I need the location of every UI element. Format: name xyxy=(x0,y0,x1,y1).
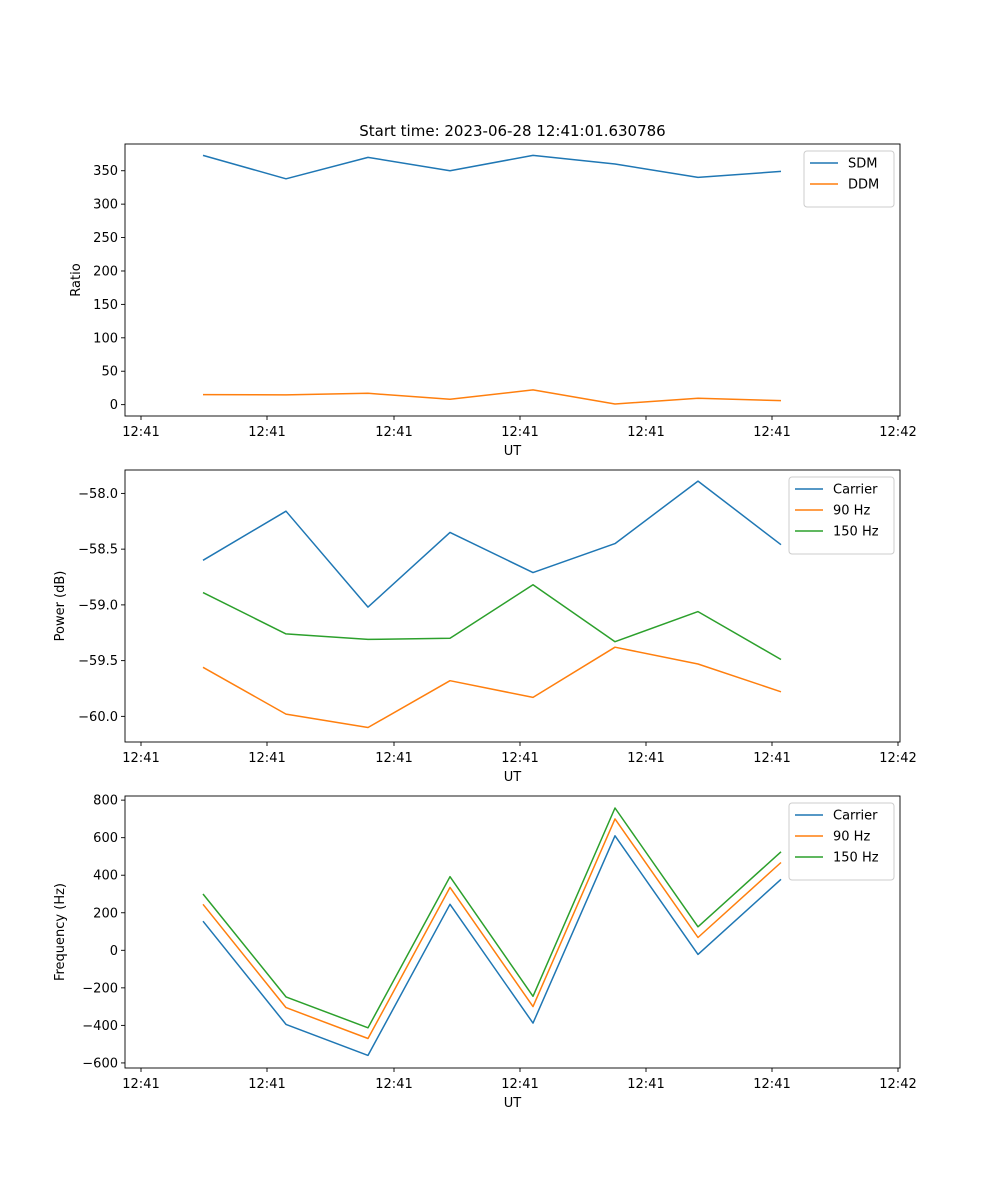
y-tick-label: 250 xyxy=(93,231,118,246)
y-tick-label: 400 xyxy=(93,869,118,884)
x-tick-label: 12:41 xyxy=(627,425,664,440)
x-tick-label: 12:41 xyxy=(501,751,538,766)
y-tick-label: 0 xyxy=(110,944,118,959)
y-tick-label: −58.5 xyxy=(78,543,118,558)
y-axis-label: Ratio xyxy=(69,263,84,296)
y-tick-label: 350 xyxy=(93,164,118,179)
y-tick-label: 150 xyxy=(93,298,118,313)
series-line-ddm xyxy=(202,389,782,405)
y-tick-label: 100 xyxy=(93,331,118,346)
x-tick-label: 12:41 xyxy=(753,425,790,440)
legend: Carrier 90 Hz 150 Hz xyxy=(788,802,895,881)
y-tick-label: 300 xyxy=(93,198,118,213)
legend-entry: 150 Hz xyxy=(833,525,879,540)
y-tick-label: −59.0 xyxy=(78,598,118,613)
x-tick-label: 12:41 xyxy=(248,751,285,766)
y-tick-label: 800 xyxy=(93,794,118,809)
y-tick-label: 50 xyxy=(101,365,118,380)
x-tick-label: 12:41 xyxy=(753,1077,790,1092)
x-tick-label: 12:41 xyxy=(375,1077,412,1092)
x-tick-label: 12:41 xyxy=(122,751,159,766)
x-tick-label: 12:42 xyxy=(879,751,916,766)
x-tick-label: 12:41 xyxy=(501,1077,538,1092)
legend-entry: Carrier xyxy=(833,483,878,498)
y-axis-label: Frequency (Hz) xyxy=(53,883,68,981)
x-tick-label: 12:42 xyxy=(879,1077,916,1092)
y-tick-label: −59.5 xyxy=(78,654,118,669)
legend: SDM DDM xyxy=(803,150,895,208)
series-line-sdm xyxy=(202,154,782,180)
subplot-2: 12:41 12:41 12:41 12:41 12:41 12:41 12:42 UT −60… xyxy=(53,469,917,785)
series-line-150-hz xyxy=(202,584,782,661)
y-tick-label: 200 xyxy=(93,264,118,279)
x-axis-label: UT xyxy=(504,770,522,785)
y-tick-label: −58.0 xyxy=(78,487,118,502)
subplot-3: 12:41 12:41 12:41 12:41 12:41 12:41 12:42 UT −60… xyxy=(53,794,917,1111)
legend-entry: 150 Hz xyxy=(833,851,879,866)
y-axis-label: Power (dB) xyxy=(53,571,68,642)
legend: Carrier 90 Hz 150 Hz xyxy=(788,476,895,555)
series-line-90-hz xyxy=(202,818,782,1040)
legend-entry: Carrier xyxy=(833,809,878,824)
x-tick-label: 12:41 xyxy=(375,425,412,440)
legend-box xyxy=(788,802,895,881)
x-tick-label: 12:41 xyxy=(627,751,664,766)
legend-entry: 90 Hz xyxy=(833,830,870,845)
x-tick-label: 12:41 xyxy=(627,1077,664,1092)
legend-entry: 90 Hz xyxy=(833,504,870,519)
legend-entry: DDM xyxy=(848,178,879,193)
subplot-1: Start time: 2023-06-28 12:41:01.630786 12… xyxy=(69,122,917,459)
series-line-carrier xyxy=(202,835,782,1057)
legend-box xyxy=(803,150,895,208)
series-line-carrier xyxy=(202,480,782,608)
x-tick-label: 12:41 xyxy=(375,751,412,766)
y-tick-label: 600 xyxy=(93,831,118,846)
x-tick-label: 12:41 xyxy=(753,751,790,766)
x-tick-label: 12:41 xyxy=(501,425,538,440)
x-axis-label: UT xyxy=(504,1096,522,1111)
y-tick-label: −400 xyxy=(82,1019,118,1034)
x-tick-label: 12:41 xyxy=(248,425,285,440)
chart-title: Start time: 2023-06-28 12:41:01.630786 xyxy=(359,122,665,140)
y-tick-label: −600 xyxy=(82,1056,118,1071)
x-tick-label: 12:41 xyxy=(248,1077,285,1092)
x-tick-label: 12:42 xyxy=(879,425,916,440)
legend-box xyxy=(788,476,895,555)
y-tick-label: −60.0 xyxy=(78,710,118,725)
axes-frame xyxy=(124,469,901,743)
axes-frame xyxy=(124,795,901,1069)
series-line-150-hz xyxy=(202,807,782,1029)
y-tick-label: 0 xyxy=(110,398,118,413)
series-line-90-hz xyxy=(202,646,782,729)
legend-entry: SDM xyxy=(848,157,877,172)
axes-frame xyxy=(124,143,901,417)
x-tick-label: 12:41 xyxy=(122,1077,159,1092)
x-tick-label: 12:41 xyxy=(122,425,159,440)
y-tick-label: −200 xyxy=(82,981,118,996)
x-axis-label: UT xyxy=(504,444,522,459)
y-tick-label: 200 xyxy=(93,906,118,921)
